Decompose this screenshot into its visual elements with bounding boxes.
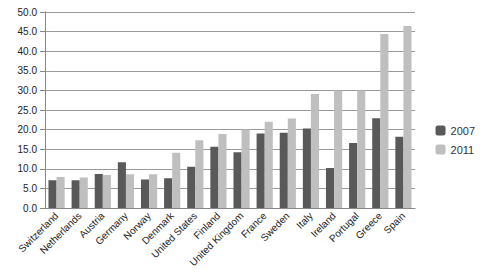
svg-text:35.0: 35.0 <box>18 65 38 76</box>
svg-text:30.0: 30.0 <box>18 85 38 96</box>
svg-text:Greece: Greece <box>353 210 384 241</box>
svg-text:0.0: 0.0 <box>23 203 37 214</box>
svg-text:Norway: Norway <box>121 210 153 242</box>
svg-text:10.0: 10.0 <box>18 163 38 174</box>
svg-text:2011: 2011 <box>451 144 475 156</box>
svg-text:2007: 2007 <box>451 125 475 137</box>
svg-text:25.0: 25.0 <box>18 105 38 116</box>
svg-text:40.0: 40.0 <box>18 46 38 57</box>
svg-text:Austria: Austria <box>76 210 107 240</box>
svg-text:Sweden: Sweden <box>258 210 291 243</box>
svg-text:France: France <box>238 210 269 240</box>
svg-text:50.0: 50.0 <box>18 7 38 18</box>
svg-text:Netherlands: Netherlands <box>37 210 84 256</box>
svg-text:United Kingdom: United Kingdom <box>187 210 245 268</box>
svg-text:15.0: 15.0 <box>18 144 38 155</box>
svg-text:Switzerland: Switzerland <box>16 210 61 255</box>
svg-text:Portugal: Portugal <box>327 210 361 244</box>
svg-text:5.0: 5.0 <box>23 183 37 194</box>
svg-text:20.0: 20.0 <box>18 124 38 135</box>
svg-text:Italy: Italy <box>294 210 315 231</box>
svg-text:United States: United States <box>149 210 199 260</box>
svg-text:Ireland: Ireland <box>308 210 338 240</box>
svg-text:Germany: Germany <box>93 210 130 247</box>
svg-text:Spain: Spain <box>381 210 407 236</box>
svg-text:45.0: 45.0 <box>18 26 38 37</box>
svg-text:Denmark: Denmark <box>139 210 177 247</box>
svg-text:Finland: Finland <box>191 210 223 241</box>
